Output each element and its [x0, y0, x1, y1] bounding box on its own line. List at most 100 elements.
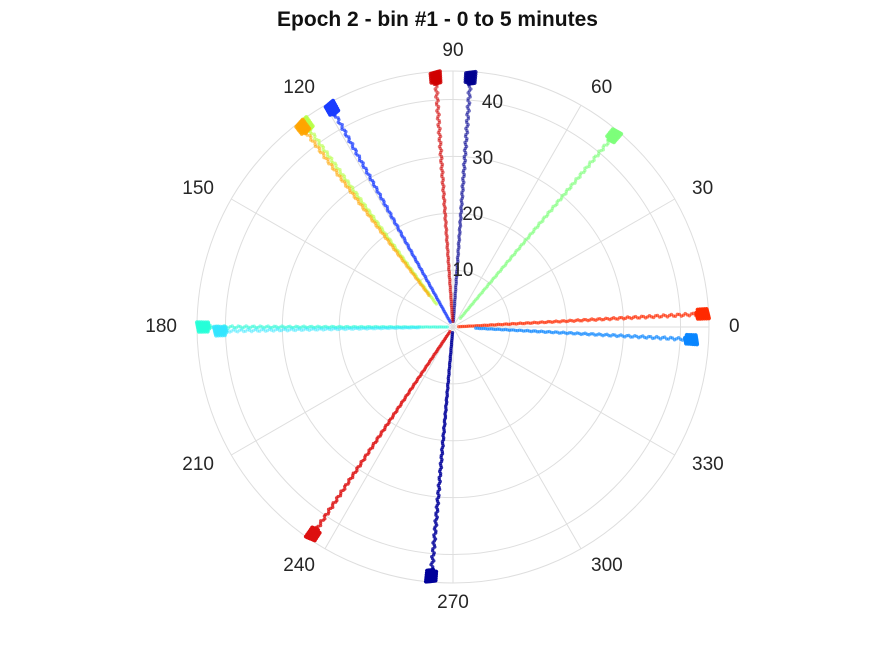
data-point — [341, 327, 345, 331]
data-point — [371, 326, 375, 331]
data-point — [259, 327, 264, 332]
data-point — [322, 514, 327, 518]
data-point — [355, 466, 359, 471]
series-9 — [211, 324, 421, 338]
data-point — [326, 160, 330, 164]
data-point — [315, 527, 321, 533]
data-point — [393, 326, 397, 330]
data-point — [309, 327, 314, 331]
series-7 — [474, 326, 700, 347]
grid-spoke-210 — [231, 326, 454, 456]
data-point — [317, 141, 321, 145]
data-point — [606, 137, 611, 142]
data-point — [373, 326, 377, 331]
data-point — [336, 116, 340, 120]
data-point — [349, 327, 353, 331]
data-point — [307, 328, 312, 332]
data-point — [243, 329, 248, 333]
data-point — [251, 328, 256, 333]
data-point — [339, 177, 343, 182]
data-point — [273, 328, 278, 332]
grid-spoke-30 — [452, 198, 675, 328]
data-point — [333, 326, 337, 331]
data-point — [369, 326, 373, 330]
grid-spoke-60 — [452, 105, 582, 328]
data-point — [239, 328, 244, 332]
data-point — [413, 325, 417, 330]
data-point — [311, 327, 316, 331]
data-point — [379, 326, 383, 331]
series-4 — [294, 117, 431, 298]
data-point — [313, 137, 317, 141]
data-point — [329, 328, 333, 332]
data-point — [265, 328, 270, 333]
angle-tick-label: 300 — [591, 555, 623, 576]
data-point — [583, 168, 587, 173]
data-point — [355, 326, 359, 331]
data-point — [367, 326, 371, 331]
data-point — [337, 327, 341, 332]
data-point — [383, 326, 387, 330]
data-point — [601, 148, 605, 152]
data-point — [291, 328, 296, 332]
data-point — [578, 175, 582, 179]
data-point — [354, 151, 358, 156]
data-point — [417, 325, 421, 330]
data-point — [431, 567, 436, 573]
data-point — [606, 141, 610, 146]
data-point — [353, 326, 357, 331]
data-point — [263, 329, 268, 333]
data-point — [569, 185, 573, 190]
data-point — [466, 81, 471, 86]
angle-tick-label: 240 — [283, 555, 315, 576]
data-point — [395, 326, 399, 330]
data-point — [309, 138, 313, 142]
data-point — [361, 326, 365, 330]
angle-tick-label: 90 — [442, 40, 463, 61]
data-point — [359, 327, 363, 331]
data-point — [287, 328, 292, 332]
data-point — [242, 329, 246, 334]
data-point — [347, 478, 351, 482]
data-point — [234, 329, 238, 333]
data-point — [236, 330, 240, 334]
data-point — [281, 327, 286, 331]
radius-tick-label: 40 — [482, 92, 503, 113]
data-point — [397, 325, 401, 330]
data-point — [432, 81, 437, 86]
data-point — [303, 327, 308, 331]
data-point — [321, 328, 326, 332]
angle-tick-label: 60 — [591, 77, 612, 98]
data-point — [365, 327, 369, 331]
data-point — [257, 329, 262, 333]
data-point — [342, 177, 347, 181]
grid-spoke-330 — [452, 326, 675, 456]
data-point — [267, 327, 272, 331]
data-point — [335, 327, 339, 332]
angle-tick-label: 330 — [692, 454, 724, 475]
data-point — [602, 143, 606, 147]
data-point — [297, 327, 302, 331]
data-point — [343, 132, 348, 137]
data-point — [399, 326, 403, 330]
radius-tick-label: 30 — [472, 148, 493, 169]
data-point — [407, 326, 411, 330]
data-point — [401, 326, 405, 330]
data-point — [331, 112, 336, 117]
angle-labels: 0 30 60 90 120 150 180 210 240 270 300 330 — [145, 40, 739, 613]
data-point — [387, 326, 391, 331]
data-point — [313, 142, 317, 146]
data-point — [385, 326, 389, 330]
data-point — [319, 327, 324, 331]
data-point — [249, 329, 254, 334]
series-2 — [323, 98, 452, 324]
data-point — [317, 149, 322, 153]
series-5 — [458, 127, 624, 320]
data-point — [391, 326, 395, 330]
data-point — [321, 151, 325, 155]
data-point — [592, 158, 596, 162]
data-point — [312, 132, 316, 136]
data-point — [329, 159, 334, 163]
data-point — [285, 329, 290, 333]
series-6 — [456, 306, 711, 329]
